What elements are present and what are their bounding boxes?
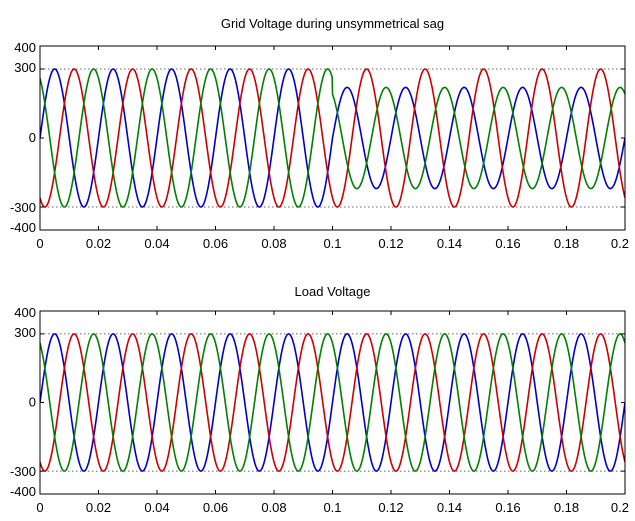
chart-panel-2: Load Voltage 0 0.02 0.04 0.06 0.08 0.1 0.12 0.14… [10, 284, 629, 515]
y-tick-label: 0 [29, 130, 36, 145]
x-tick-label: 0.02 [86, 236, 111, 251]
series-line-3 [40, 333, 625, 472]
x-tick-label: 0 [36, 500, 43, 515]
chart-title: Load Voltage [295, 284, 371, 299]
x-tick-label: 0.08 [261, 500, 286, 515]
chart-panel-1: Grid Voltage during unsymmetrical sag 0 0.… [10, 16, 629, 251]
x-tick-label: 0.14 [437, 500, 462, 515]
series-line-2 [40, 68, 625, 208]
x-tick-label: 0.08 [261, 236, 286, 251]
x-tick-label: 0.02 [86, 500, 111, 515]
x-tick-label: 0.18 [554, 236, 579, 251]
x-tick-label: 0.06 [203, 500, 228, 515]
chart-title: Grid Voltage during unsymmetrical sag [221, 16, 444, 31]
series-line-3 [40, 68, 625, 208]
x-tick-label: 0.16 [495, 236, 520, 251]
x-tick-label: 0.2 [611, 500, 629, 515]
series-line-2 [40, 333, 625, 472]
y-tick-label: 0 [29, 395, 36, 410]
y-tick-label: -400 [10, 484, 36, 499]
x-tick-label: 0.12 [378, 236, 403, 251]
x-tick-label: 0.06 [203, 236, 228, 251]
y-tick-label: 300 [14, 60, 36, 75]
x-tick-label: 0.16 [495, 500, 520, 515]
y-tick-label: -400 [10, 220, 36, 235]
x-tick-label: 0.1 [323, 500, 341, 515]
y-tick-label: -300 [10, 200, 36, 215]
x-tick-label: 0.04 [144, 236, 169, 251]
y-tick-label: -300 [10, 464, 36, 479]
x-tick-label: 0.1 [323, 236, 341, 251]
x-tick-label: 0.14 [437, 236, 462, 251]
series-line-1 [40, 68, 625, 208]
x-tick-label: 0.2 [611, 236, 629, 251]
x-tick-label: 0.04 [144, 500, 169, 515]
x-tick-label: 0.12 [378, 500, 403, 515]
y-tick-label: 300 [14, 325, 36, 340]
x-tick-label: 0 [36, 236, 43, 251]
y-tick-label: 400 [14, 305, 36, 320]
x-tick-label: 0.18 [554, 500, 579, 515]
series-line-1 [40, 333, 625, 472]
y-tick-label: 400 [14, 40, 36, 55]
